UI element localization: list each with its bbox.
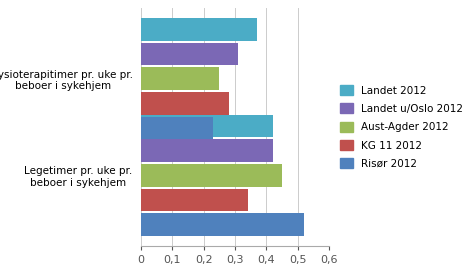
- Legend: Landet 2012, Landet u/Oslo 2012, Aust-Agder 2012, KG 11 2012, Risør 2012: Landet 2012, Landet u/Oslo 2012, Aust-Ag…: [336, 81, 467, 173]
- Bar: [141, 43, 238, 65]
- Bar: [141, 115, 273, 137]
- Bar: [141, 139, 273, 162]
- Bar: [141, 117, 213, 139]
- Bar: [141, 189, 248, 211]
- Bar: [141, 213, 304, 236]
- Bar: [141, 164, 282, 187]
- Bar: [141, 67, 219, 90]
- Bar: [141, 18, 257, 41]
- Bar: [141, 92, 229, 115]
